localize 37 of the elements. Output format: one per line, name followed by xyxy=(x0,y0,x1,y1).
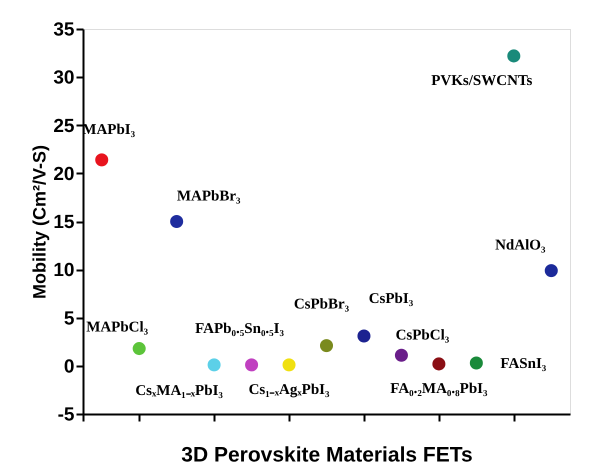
annotation: CsPbI₃ xyxy=(368,291,414,308)
annotation: MAPbI₃ xyxy=(82,122,136,138)
y-tick-label: -5 xyxy=(58,404,75,426)
point xyxy=(394,348,408,362)
point xyxy=(132,342,146,356)
y-tick-label: 35 xyxy=(53,20,75,40)
point xyxy=(208,358,221,372)
point xyxy=(507,49,520,62)
y-tick-label: 20 xyxy=(53,164,74,185)
point xyxy=(95,153,108,166)
annotation: PVKs/SWCNTs xyxy=(431,72,533,89)
y-tick-label: 5 xyxy=(64,308,75,330)
annotation: MAPbBr₃ xyxy=(176,188,241,204)
point xyxy=(245,358,258,372)
annotation: Cs₁₋ₓAgₓPbI₃ xyxy=(248,382,330,398)
y-tick-label: 0 xyxy=(64,356,74,378)
point xyxy=(544,264,558,278)
annotation: CsPbBr₃ xyxy=(294,296,350,313)
y-tick-label: 30 xyxy=(53,68,74,89)
point xyxy=(170,214,184,228)
annotation: CsPbCl₃ xyxy=(396,327,450,344)
annotation: FA₀.₂MA₀.₈PbI₃ xyxy=(390,380,488,397)
point xyxy=(470,356,483,370)
annotation: FAPb₀.₅Sn₀.₅I₃ xyxy=(195,320,285,337)
annotation: FASnI₃ xyxy=(500,356,547,372)
x-axis-title: 3D Perovskite Materials FETs xyxy=(181,444,473,463)
y-tick-label: 25 xyxy=(53,116,75,137)
point xyxy=(432,357,446,370)
annotation: CsₓMA₁₋ₓPbI₃ xyxy=(135,382,224,399)
point xyxy=(357,330,370,343)
y-tick-label: 10 xyxy=(53,260,74,282)
annotation: MAPbCl₃ xyxy=(86,320,149,336)
point xyxy=(320,339,334,352)
y-axis-title: Mobility (Cm²/V-S) xyxy=(29,145,50,299)
y-tick-label: 15 xyxy=(53,212,75,233)
point xyxy=(282,358,296,372)
annotation: NdAlO₃ xyxy=(495,238,546,254)
